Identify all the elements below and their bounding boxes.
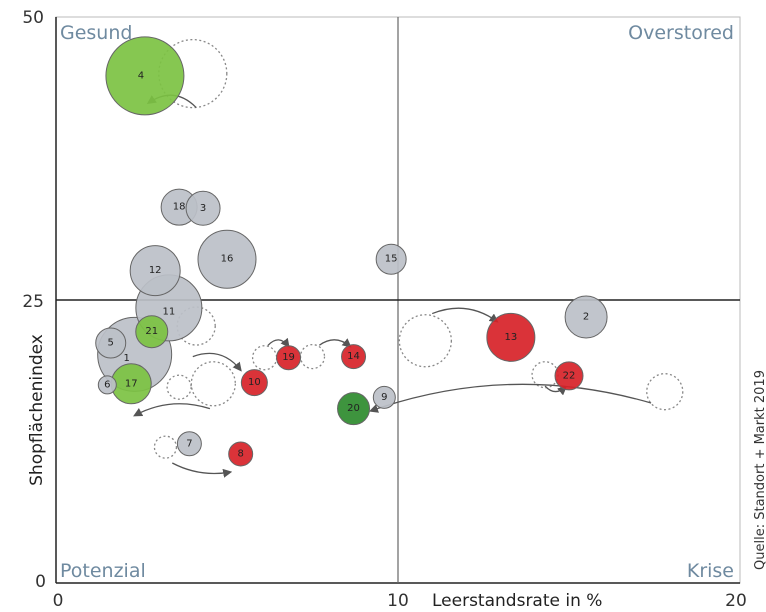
bubble-label: 11	[162, 306, 175, 317]
x-tick-label-10: 10	[387, 591, 409, 611]
bubble-15: 15	[375, 243, 407, 275]
bubble-label: 1	[123, 353, 129, 364]
bubble-circle	[197, 229, 257, 289]
bubble-21: 21	[135, 315, 169, 349]
bubble-circle	[185, 190, 221, 226]
previous-position-circle	[299, 343, 326, 370]
bubble-label: 6	[104, 379, 110, 390]
bubble-20: 20	[337, 392, 371, 426]
bubble-circle	[276, 345, 302, 371]
quadrant-label-top-right: Overstored	[628, 22, 734, 44]
y-tick-label-50: 50	[22, 8, 44, 28]
bubble-5: 5	[95, 327, 127, 359]
bubble-label: 4	[138, 70, 144, 81]
bubble-16: 16	[197, 229, 257, 289]
movement-arrow	[368, 383, 652, 413]
previous-position-circle	[153, 435, 178, 459]
previous-position-circle	[531, 361, 559, 389]
quadrant-label-bottom-right: Krise	[687, 560, 734, 582]
bubble-12: 12	[129, 245, 181, 297]
y-tick-label-25: 25	[22, 292, 44, 312]
bubble-circle	[375, 243, 407, 275]
x-tick-label-0: 0	[53, 591, 64, 611]
movement-arrow	[133, 403, 211, 417]
bubble-8: 8	[228, 441, 254, 467]
bubble-3: 3	[185, 190, 221, 226]
bubble-circle	[554, 361, 584, 391]
bubble-22: 22	[554, 361, 584, 391]
bubble-circle	[97, 375, 117, 395]
bubble-19: 19	[276, 345, 302, 371]
source-note: Quelle: Standort + Markt 2019	[753, 370, 766, 570]
quadrant-label-bottom-left: Potenzial	[60, 560, 146, 582]
bubble-circle	[95, 327, 127, 359]
previous-positions-layer	[153, 38, 684, 459]
bubble-label: 18	[173, 202, 186, 213]
movement-arrow	[431, 307, 499, 323]
bubble-label: 21	[145, 326, 158, 337]
bubble-circle	[135, 315, 169, 349]
bubble-label: 9	[381, 392, 387, 403]
bubble-label: 19	[282, 352, 295, 363]
bubble-14: 14	[341, 344, 367, 370]
bubble-label: 22	[563, 370, 576, 381]
previous-position-circle	[166, 374, 192, 400]
bubble-17: 17	[110, 363, 152, 405]
bubble-label: 16	[221, 254, 234, 265]
bubble-label: 15	[385, 254, 398, 265]
bubble-circle	[129, 245, 181, 297]
bubble-circle	[486, 312, 536, 362]
bubble-7: 7	[176, 431, 202, 457]
bubble-circle	[105, 36, 185, 116]
quadrant-label-top-left: Gesund	[60, 22, 132, 44]
bubble-circle	[240, 369, 268, 397]
bubble-circle	[564, 295, 608, 339]
bubble-circle	[372, 385, 396, 409]
bubble-label: 2	[583, 311, 589, 322]
previous-position-circle	[251, 345, 278, 371]
previous-position-circle	[646, 373, 684, 411]
bubble-label: 8	[237, 448, 243, 459]
movement-arrow	[318, 338, 352, 348]
bubble-circle	[176, 431, 202, 457]
bubble-label: 5	[108, 338, 114, 349]
bubble-label: 17	[125, 378, 138, 389]
bubble-circle	[341, 344, 367, 370]
bubble-label: 7	[186, 438, 192, 449]
bubble-circle	[228, 441, 254, 467]
bubble-label: 14	[347, 351, 360, 362]
previous-position-circle	[190, 361, 236, 407]
y-axis-title: Shopflächenindex	[27, 334, 47, 486]
bubble-9: 9	[372, 385, 396, 409]
movement-arrow	[171, 462, 233, 478]
bubble-2: 2	[564, 295, 608, 339]
previous-position-circle	[398, 314, 453, 368]
bubble-label: 13	[504, 332, 517, 343]
movement-arrow	[192, 352, 242, 372]
bubble-4: 4	[105, 36, 185, 116]
movement-arrow	[267, 337, 290, 348]
bubble-circle	[337, 392, 371, 426]
bubble-label: 12	[149, 265, 162, 276]
x-axis-title: Leerstandsrate in %	[432, 591, 602, 611]
bubble-label: 3	[200, 203, 206, 214]
bubble-10: 10	[240, 369, 268, 397]
previous-position-circle	[158, 38, 228, 109]
bubble-label: 10	[248, 377, 261, 388]
x-tick-label-20: 20	[725, 591, 747, 611]
bubble-13: 13	[486, 312, 536, 362]
bubble-6: 6	[97, 375, 117, 395]
y-tick-label-0: 0	[35, 572, 46, 592]
bubble-label: 20	[347, 403, 360, 414]
